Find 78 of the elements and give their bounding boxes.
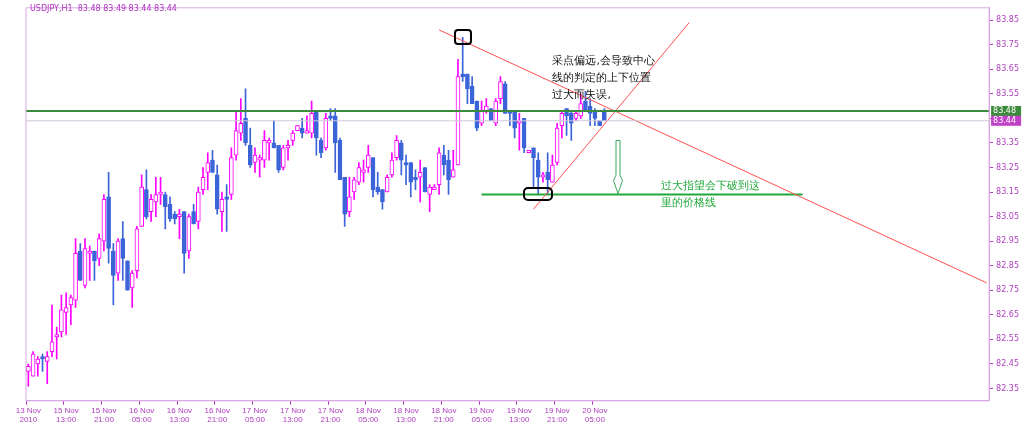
x-tick-label: 16 Nov 21:00 — [204, 405, 230, 425]
y-tick-label: 83.25 — [996, 162, 1019, 172]
y-tick-label: 83.35 — [996, 137, 1019, 147]
candlestick — [465, 73, 470, 104]
candlestick — [139, 174, 144, 227]
y-tick-label: 82.65 — [996, 309, 1019, 319]
ref-line-label: 83.44 — [993, 115, 1016, 125]
y-tick-label: 82.75 — [996, 285, 1019, 295]
y-tick-label: 83.55 — [996, 88, 1019, 98]
y-tick-label: 83.65 — [996, 64, 1019, 74]
candlestick — [550, 154, 555, 183]
y-tick-label: 82.55 — [996, 334, 1019, 344]
candlestick — [446, 149, 451, 195]
y-tick-label: 83.05 — [996, 211, 1019, 221]
x-tick-label: 16 Nov 13:00 — [166, 405, 193, 425]
x-tick-label: 18 Nov 21:00 — [431, 405, 457, 425]
candlestick — [224, 184, 229, 232]
chart-title: USDJPY,H1 83.48 83.49 83.44 83.44 — [30, 4, 177, 13]
candlestick — [427, 184, 432, 212]
candlestick — [517, 113, 522, 151]
candlestick — [195, 186, 201, 230]
candlestick — [106, 172, 111, 264]
x-tick-label: 19 Nov 05:00 — [468, 405, 495, 425]
y-tick-label: 83.75 — [996, 39, 1019, 49]
candlestick — [125, 260, 130, 291]
x-tick-label: 17 Nov 21:00 — [317, 405, 344, 425]
candlestick — [295, 125, 300, 131]
candlestick — [87, 245, 93, 281]
y-tick-label: 83.15 — [996, 187, 1019, 197]
candlestick — [361, 159, 366, 183]
candlestick — [276, 145, 281, 173]
x-tick-label: 18 Nov 13:00 — [393, 405, 419, 425]
x-tick-label: 17 Nov 13:00 — [280, 405, 306, 425]
y-tick-label: 82.35 — [996, 383, 1019, 393]
candlestick — [177, 208, 182, 240]
x-tick-label: 20 Nov 05:00 — [582, 405, 608, 425]
candlestick — [44, 351, 50, 384]
candlestick — [432, 184, 437, 190]
x-tick-label: 15 Nov 13:00 — [53, 405, 79, 425]
candlestick — [144, 169, 149, 220]
candlestick — [498, 76, 503, 104]
candlestick — [512, 110, 517, 139]
candlestick — [380, 189, 385, 210]
annotation: 过大指望会下破到这里的价格线 — [660, 178, 761, 212]
candlestick — [40, 353, 45, 372]
ref-line-label: 83.48 — [993, 106, 1016, 116]
candlestick — [54, 326, 60, 360]
candlestick — [210, 149, 215, 173]
candlestick — [399, 140, 404, 176]
candlestick — [262, 130, 267, 168]
candlestick — [545, 152, 551, 195]
candlestick — [158, 176, 163, 205]
x-tick-label: 13 Nov 2010 — [15, 405, 42, 425]
x-tick-label: 16 Nov 05:00 — [128, 405, 155, 425]
candlestick — [309, 100, 314, 139]
candlestick — [73, 238, 78, 308]
candlestick — [314, 110, 319, 156]
y-tick-label: 82.85 — [996, 260, 1019, 270]
candlestick — [92, 250, 97, 281]
candlestick — [35, 356, 41, 377]
candlestick — [417, 159, 423, 203]
candlestick — [111, 243, 116, 306]
x-tick-label: 15 Nov 21:00 — [91, 405, 117, 425]
x-tick-label: 19 Nov 13:00 — [506, 405, 533, 425]
candlestick — [153, 176, 159, 217]
candlestick — [243, 88, 248, 146]
candlestick — [394, 135, 399, 161]
candlestick — [347, 176, 352, 217]
x-tick-label: 18 Nov 05:00 — [355, 405, 381, 425]
candlestick — [531, 147, 536, 188]
y-tick-label: 82.95 — [996, 236, 1019, 246]
y-tick-label: 83.85 — [996, 15, 1019, 25]
x-tick-label: 17 Nov 05:00 — [242, 405, 268, 425]
y-tick-label: 82.45 — [996, 359, 1019, 369]
candlestick — [59, 294, 64, 338]
candlestick — [229, 147, 234, 200]
x-tick-label: 19 Nov 21:00 — [544, 405, 570, 425]
candlestick — [191, 203, 196, 225]
